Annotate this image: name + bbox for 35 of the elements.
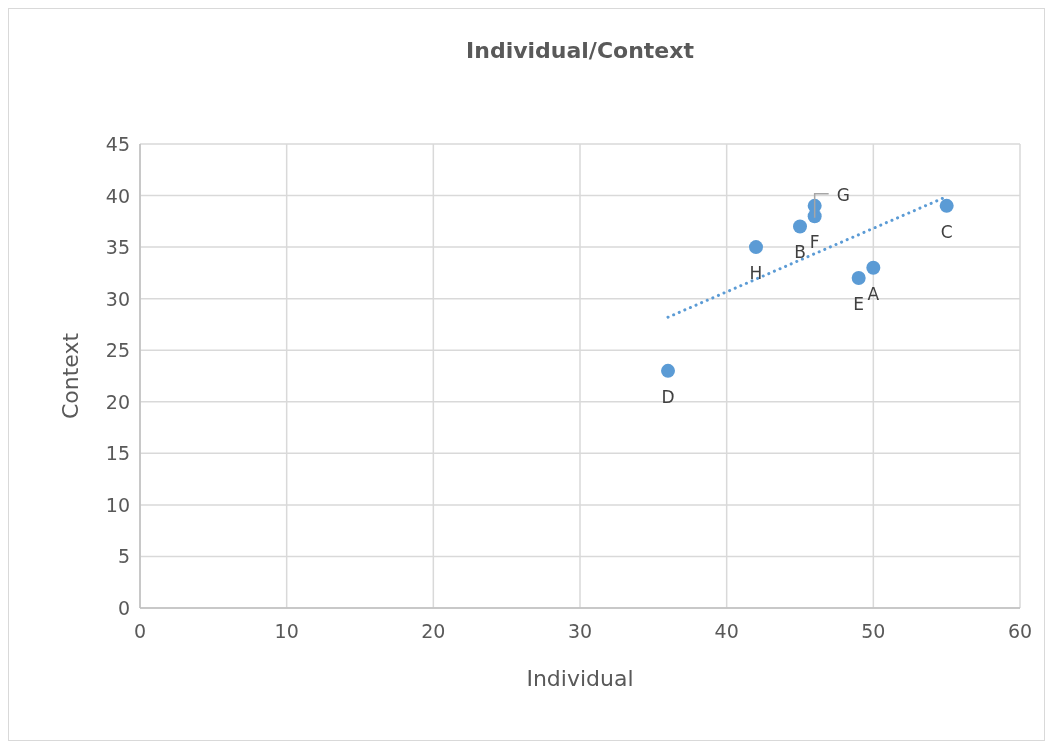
- annotation: C: [940, 221, 953, 242]
- y-axis-title: Context: [58, 332, 83, 420]
- annotation: A: [867, 283, 880, 304]
- point: [661, 363, 675, 378]
- y-tick-label: 40: [105, 184, 130, 207]
- point: [939, 198, 954, 213]
- x-tick-label: 0: [133, 620, 147, 642]
- x-tick-label: 30: [567, 620, 593, 642]
- point: [851, 271, 866, 286]
- point: [749, 240, 763, 255]
- annotation: E: [853, 294, 865, 315]
- y-tick-label: 25: [105, 339, 130, 362]
- y-tick-label: 45: [105, 133, 130, 155]
- y-tick-label: 10: [105, 493, 130, 516]
- x-tick-label: 40: [714, 620, 739, 642]
- annotation: B: [794, 242, 806, 263]
- point: [807, 198, 822, 213]
- annotation: F: [809, 232, 820, 253]
- y-tick-label: 5: [117, 545, 130, 568]
- point: [866, 260, 881, 275]
- y-tick-label: 35: [105, 236, 130, 259]
- annotation: G: [836, 184, 850, 205]
- x-tick-label: 60: [1007, 620, 1033, 642]
- chart-title: Individual/Context: [466, 38, 695, 63]
- y-tick-label: 20: [105, 390, 130, 413]
- x-axis-title: Individual: [526, 666, 634, 691]
- x-tick-label: 20: [421, 620, 446, 642]
- annotation: D: [661, 386, 675, 407]
- y-tick-label: 15: [105, 442, 130, 465]
- point: [793, 219, 807, 234]
- y-tick-label: 30: [105, 287, 130, 310]
- x-tick-label: 50: [861, 620, 886, 642]
- x-tick-label: 10: [274, 620, 299, 642]
- annotation: H: [749, 263, 763, 284]
- y-tick-label: 0: [117, 597, 130, 619]
